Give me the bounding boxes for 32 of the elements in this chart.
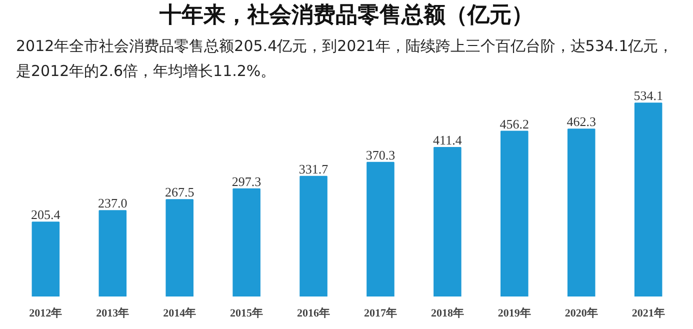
data-label: 237.0	[98, 196, 128, 211]
bar	[300, 176, 328, 296]
data-label: 331.7	[298, 161, 329, 176]
chart-title: 十年来，社会消费品零售总额（亿元）	[160, 2, 534, 30]
data-label: 370.3	[366, 147, 396, 162]
x-tick-label: 2015年	[230, 306, 264, 320]
x-tick-label: 2021年	[632, 306, 665, 320]
data-label: 456.2	[500, 116, 530, 132]
data-label: 534.1	[634, 88, 663, 104]
data-label: 462.3	[566, 114, 596, 130]
x-tick-label: 2013年	[96, 306, 130, 320]
data-label: 205.4	[31, 207, 61, 222]
x-tick-label: 2019年	[498, 306, 531, 320]
bar	[634, 102, 662, 296]
bar	[98, 210, 127, 296]
x-tick-label: 2012年	[29, 306, 62, 320]
bar	[166, 199, 194, 296]
x-tick-label: 2020年	[564, 306, 598, 320]
x-tick-label: 2016年	[297, 306, 330, 320]
x-tick-label: 2018年	[430, 306, 464, 320]
x-tick-label: 2014年	[163, 306, 196, 320]
bar	[32, 222, 60, 296]
bar	[434, 147, 462, 296]
bar	[232, 188, 260, 296]
x-tick-label: 2017年	[364, 306, 397, 320]
bar	[567, 128, 596, 296]
data-label: 297.3	[232, 174, 262, 189]
chart-subtitle: 2012年全市社会消费品零售总额205.4亿元，到2021年，陆续跨上三个百亿台阶，达534.1亿元，是2012年的2.6倍，年均增长11.2%。	[16, 36, 674, 82]
bar	[500, 130, 528, 296]
bar	[366, 162, 394, 296]
data-label: 267.5	[164, 184, 194, 200]
data-label: 411.4	[433, 132, 462, 148]
